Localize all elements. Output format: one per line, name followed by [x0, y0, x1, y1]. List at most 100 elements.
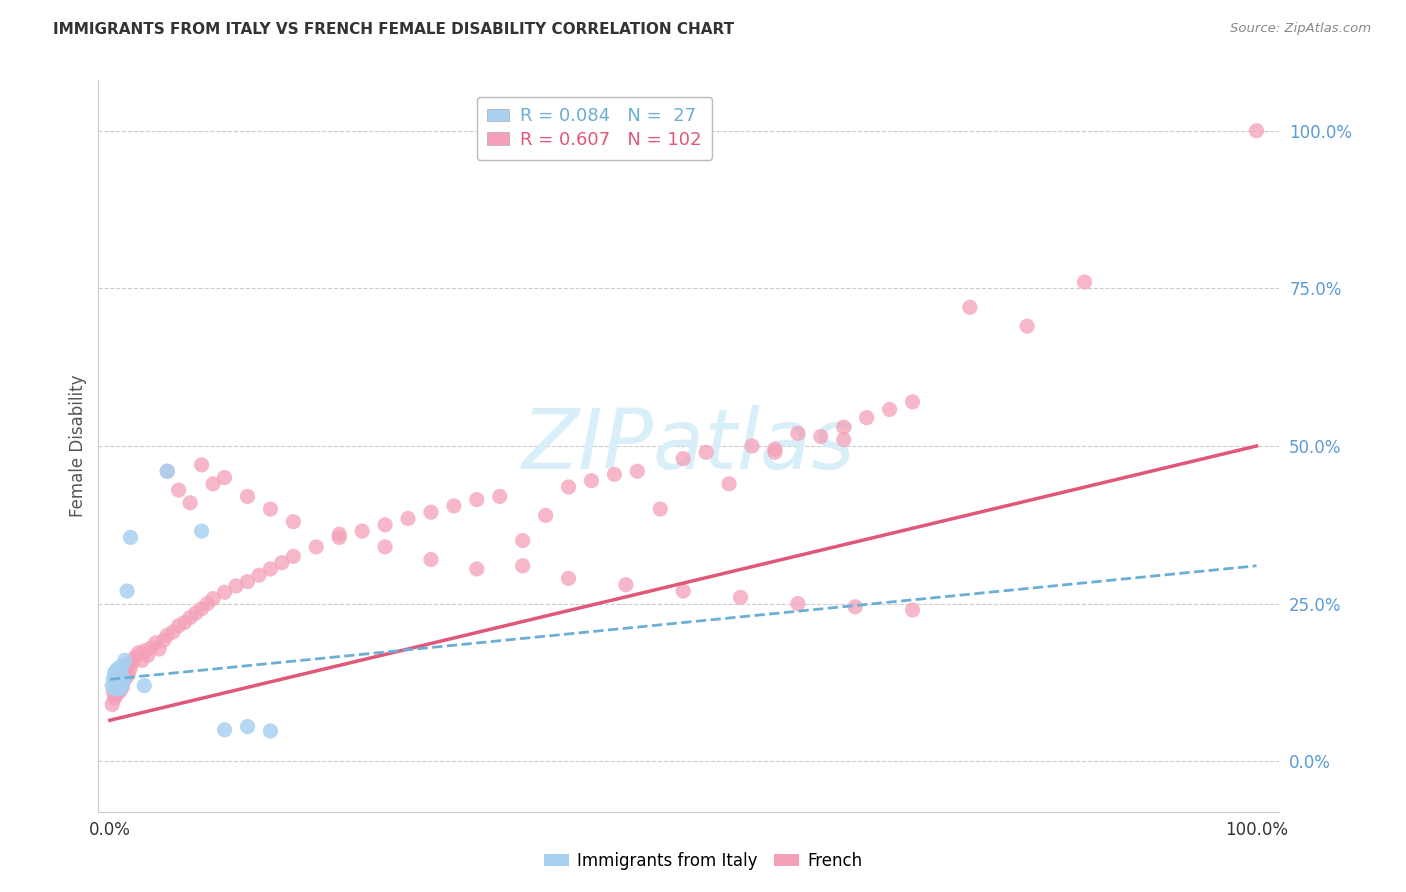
- Point: [107, 667, 129, 681]
- Point: [283, 515, 305, 529]
- Point: [108, 680, 131, 694]
- Point: [672, 584, 695, 599]
- Point: [117, 667, 139, 681]
- Point: [105, 681, 128, 696]
- Point: [134, 679, 156, 693]
- Point: [259, 724, 281, 739]
- Point: [118, 657, 141, 671]
- Point: [512, 558, 534, 573]
- Point: [202, 591, 225, 606]
- Point: [901, 395, 924, 409]
- Point: [179, 610, 201, 624]
- Point: [763, 445, 786, 459]
- Point: [236, 574, 259, 589]
- Point: [374, 540, 396, 554]
- Point: [374, 517, 396, 532]
- Point: [1073, 275, 1095, 289]
- Point: [352, 524, 374, 538]
- Text: ZIPatlas: ZIPatlas: [522, 406, 856, 486]
- Point: [107, 686, 129, 700]
- Point: [741, 439, 763, 453]
- Point: [270, 556, 292, 570]
- Point: [420, 505, 443, 519]
- Point: [114, 663, 136, 677]
- Text: IMMIGRANTS FROM ITALY VS FRENCH FEMALE DISABILITY CORRELATION CHART: IMMIGRANTS FROM ITALY VS FRENCH FEMALE D…: [53, 22, 734, 37]
- Point: [718, 476, 741, 491]
- Point: [879, 402, 901, 417]
- Point: [695, 445, 717, 459]
- Point: [534, 508, 557, 523]
- Point: [134, 644, 156, 658]
- Point: [901, 603, 924, 617]
- Point: [104, 679, 127, 693]
- Point: [225, 579, 247, 593]
- Point: [328, 530, 350, 544]
- Point: [832, 433, 855, 447]
- Point: [156, 628, 179, 642]
- Point: [512, 533, 534, 548]
- Point: [121, 655, 143, 669]
- Point: [115, 671, 138, 685]
- Point: [101, 698, 124, 712]
- Point: [959, 300, 981, 314]
- Point: [1017, 319, 1039, 334]
- Point: [104, 675, 127, 690]
- Point: [103, 665, 125, 680]
- Point: [305, 540, 328, 554]
- Point: [179, 496, 201, 510]
- Point: [730, 591, 752, 605]
- Point: [110, 665, 132, 680]
- Point: [396, 511, 419, 525]
- Point: [128, 646, 150, 660]
- Point: [112, 673, 135, 688]
- Point: [108, 665, 131, 679]
- Point: [236, 490, 259, 504]
- Point: [110, 679, 132, 693]
- Point: [115, 584, 138, 599]
- Point: [1246, 124, 1268, 138]
- Point: [108, 681, 131, 696]
- Point: [115, 659, 138, 673]
- Point: [844, 599, 866, 614]
- Point: [105, 673, 128, 687]
- Point: [111, 680, 134, 694]
- Point: [259, 502, 281, 516]
- Point: [141, 640, 163, 655]
- Point: [557, 571, 579, 585]
- Legend: Immigrants from Italy, French: Immigrants from Italy, French: [537, 846, 869, 877]
- Point: [131, 653, 153, 667]
- Point: [832, 420, 855, 434]
- Point: [108, 677, 131, 691]
- Point: [167, 618, 190, 632]
- Point: [195, 597, 218, 611]
- Legend: R = 0.084   N =  27, R = 0.607   N = 102: R = 0.084 N = 27, R = 0.607 N = 102: [477, 96, 713, 160]
- Point: [443, 499, 465, 513]
- Point: [236, 720, 259, 734]
- Point: [110, 659, 132, 673]
- Point: [283, 549, 305, 564]
- Point: [104, 688, 127, 702]
- Point: [101, 679, 124, 693]
- Point: [810, 429, 832, 443]
- Point: [105, 680, 128, 694]
- Point: [148, 642, 170, 657]
- Point: [190, 601, 212, 615]
- Point: [110, 677, 132, 691]
- Point: [626, 464, 648, 478]
- Text: Source: ZipAtlas.com: Source: ZipAtlas.com: [1230, 22, 1371, 36]
- Point: [103, 673, 125, 687]
- Point: [156, 464, 179, 478]
- Point: [103, 681, 125, 696]
- Point: [104, 669, 127, 683]
- Point: [259, 562, 281, 576]
- Point: [786, 597, 808, 611]
- Point: [786, 426, 808, 441]
- Point: [173, 615, 195, 630]
- Point: [763, 442, 786, 457]
- Point: [328, 527, 350, 541]
- Point: [107, 675, 129, 690]
- Point: [214, 723, 236, 737]
- Point: [124, 650, 146, 665]
- Point: [114, 653, 136, 667]
- Point: [108, 669, 131, 683]
